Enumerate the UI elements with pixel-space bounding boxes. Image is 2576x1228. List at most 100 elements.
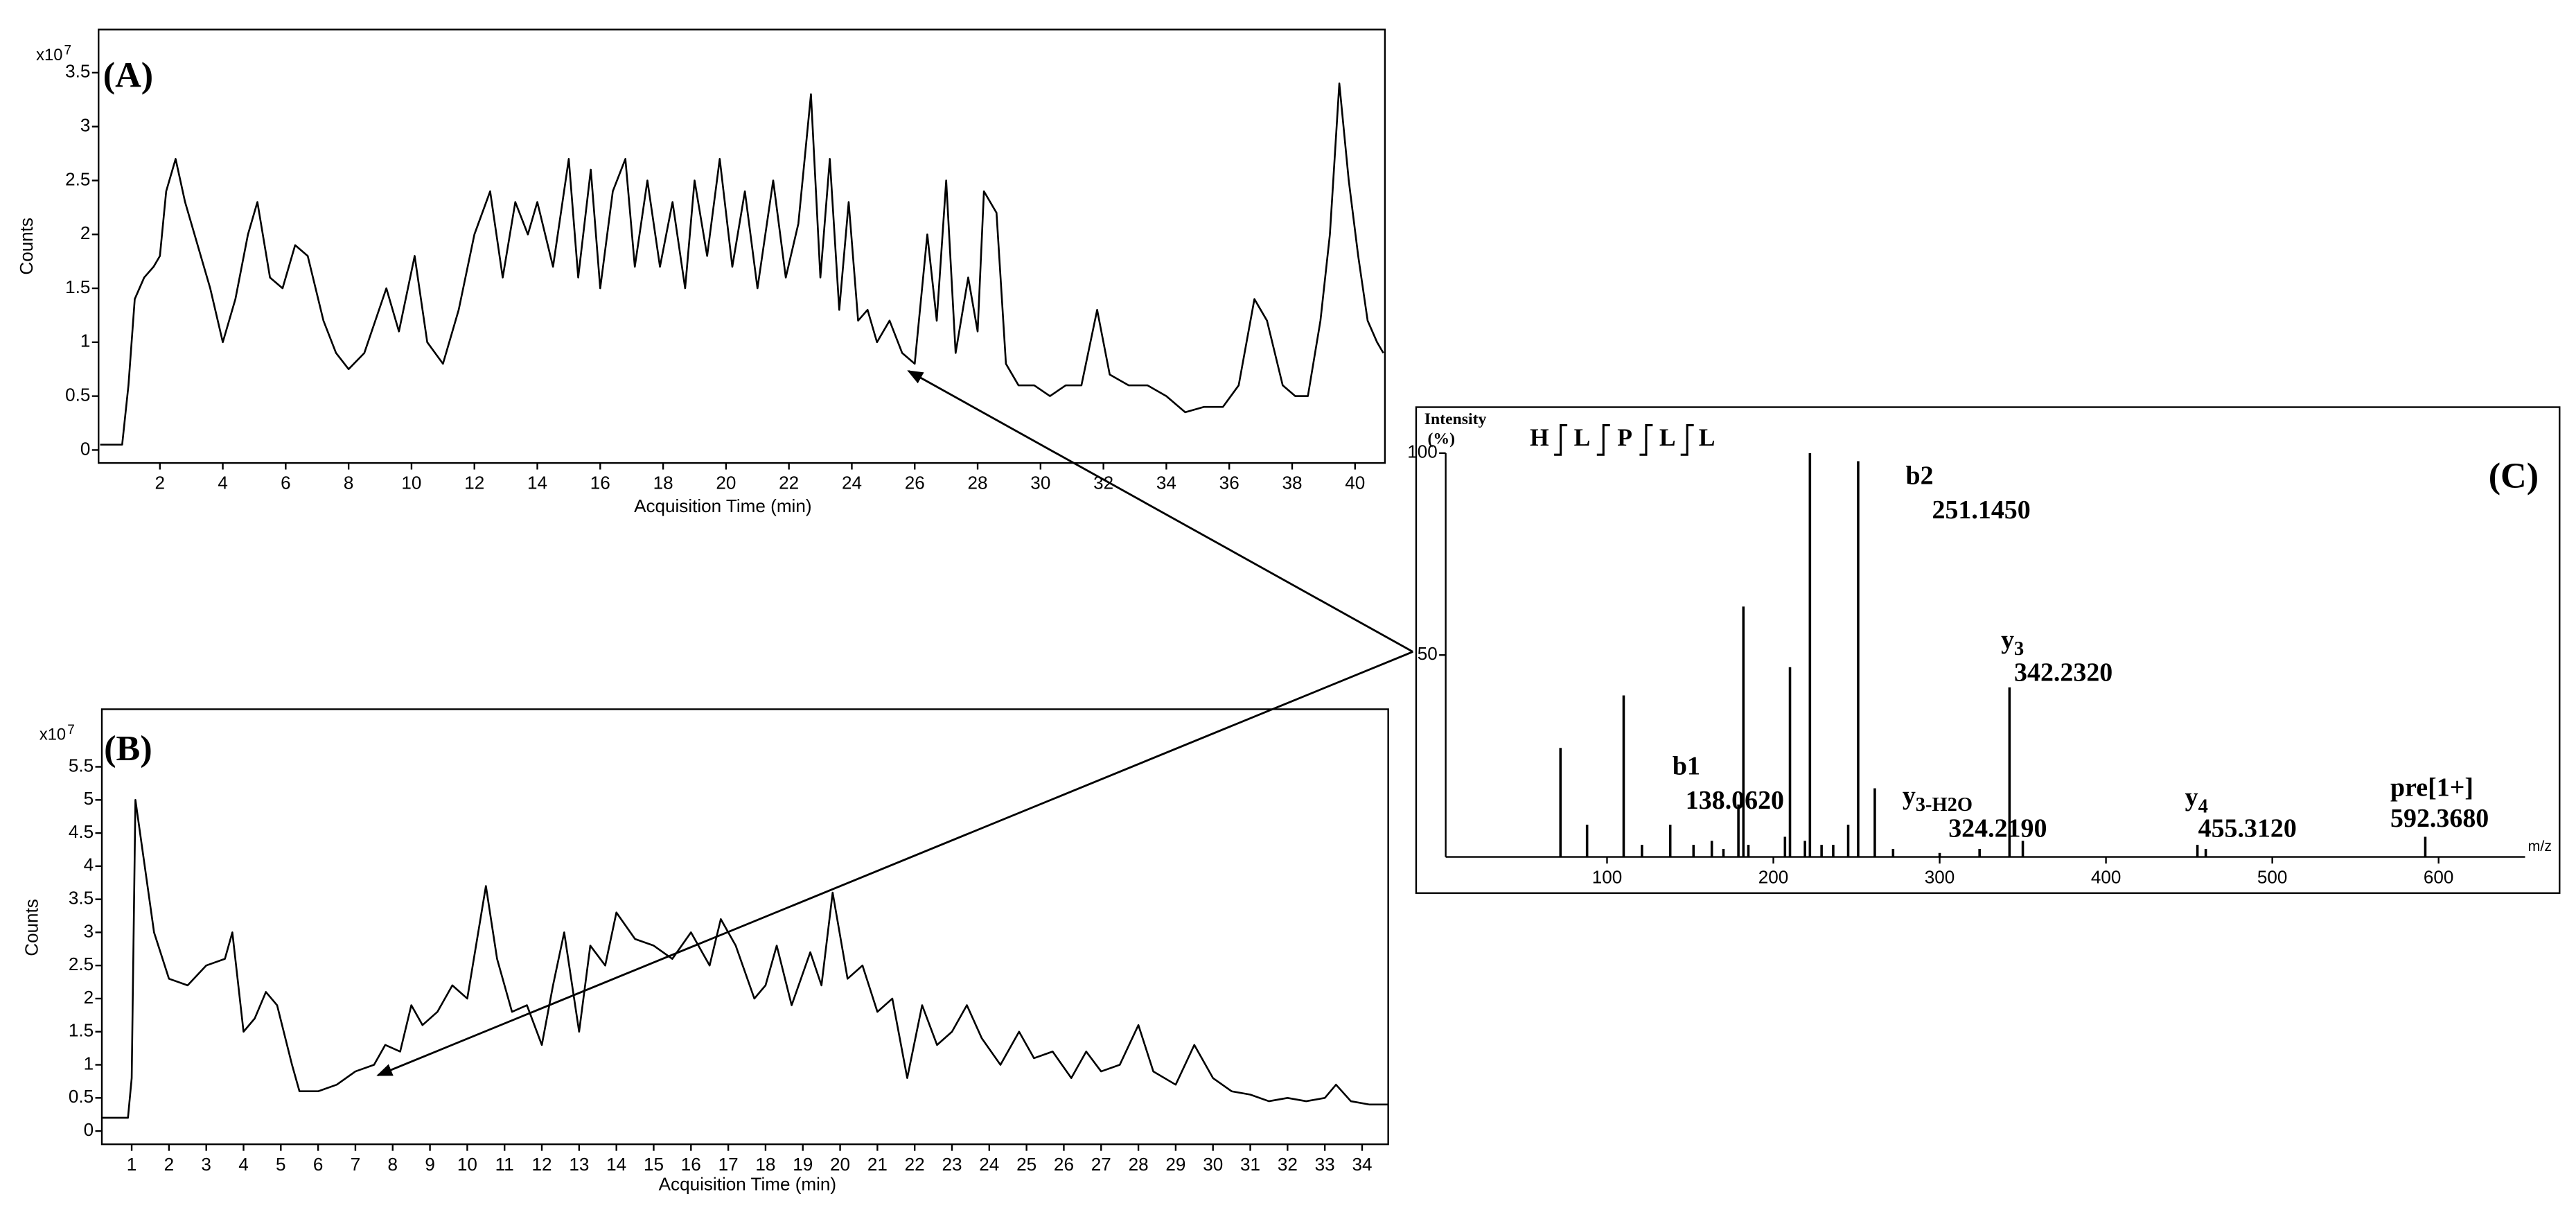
x-tick-label: 10 — [401, 473, 421, 493]
y-tick-label: 0.5 — [65, 384, 90, 405]
x-tick-label: 24 — [979, 1154, 999, 1175]
y-tick-label: 2.5 — [65, 168, 90, 189]
cleavage-mark — [1554, 424, 1568, 456]
residue: P — [1617, 423, 1632, 451]
ion-subscript: 3-H2O — [1916, 794, 1973, 816]
y-tick-label: 0.5 — [69, 1086, 94, 1107]
x-tick-label: 3 — [201, 1154, 211, 1175]
x-tick-label: 34 — [1156, 473, 1176, 493]
y-tick-label: 2 — [80, 222, 91, 243]
x-tick-label: 19 — [793, 1154, 813, 1175]
ion-label: pre[1+] — [2390, 773, 2473, 802]
x-tick-label: 10 — [457, 1154, 477, 1175]
x-tick-label: 34 — [1352, 1154, 1372, 1175]
ion-mass: 138.0620 — [1686, 786, 1784, 815]
x-axis-title: Acquisition Time (min) — [634, 495, 811, 516]
frame — [100, 708, 1389, 1146]
x-tick-label: 40 — [1345, 473, 1365, 493]
y-tick-label: 1.5 — [65, 277, 90, 297]
y-tick-label: 100 — [1407, 441, 1438, 462]
x-tick-label: 27 — [1091, 1154, 1111, 1175]
x-tick-label: 5 — [276, 1154, 286, 1175]
x-tick-label: 8 — [344, 473, 354, 493]
frame — [98, 28, 1386, 464]
panel-label: (A) — [103, 56, 153, 96]
y-tick-label: 1 — [80, 331, 91, 351]
y-axis-title: Counts — [16, 218, 37, 275]
ion-label: y3-H2O — [1903, 781, 1973, 816]
arrow — [376, 651, 1413, 1076]
residue: L — [1699, 423, 1715, 451]
x-tick-label: 15 — [644, 1154, 664, 1175]
x-tick-label: 4 — [238, 1154, 249, 1175]
x-tick-label: 1 — [127, 1154, 137, 1175]
x-tick-label: 300 — [1925, 866, 1955, 887]
ion-mass: 324.2190 — [1948, 814, 2047, 843]
y-tick-label: 3 — [80, 115, 91, 136]
y-exponent: 7 — [67, 723, 75, 737]
x-tick-label: 12 — [532, 1154, 552, 1175]
ion-mass: 342.2320 — [2014, 658, 2112, 687]
panel-label: (B) — [104, 729, 152, 769]
x-tick-label: 22 — [779, 473, 799, 493]
y-tick-label: 0 — [84, 1119, 94, 1140]
y-axis-title: Intensity — [1424, 410, 1487, 428]
ion-mass: 455.3120 — [2198, 814, 2297, 843]
x-tick-label: 20 — [716, 473, 736, 493]
y-tick-label: 5.5 — [69, 755, 94, 775]
x-tick-label: 32 — [1278, 1154, 1298, 1175]
ion-label: y4 — [2185, 782, 2208, 817]
x-tick-label: 4 — [218, 473, 228, 493]
x-tick-label: 24 — [842, 473, 862, 493]
x-axis-title: m/z — [2528, 838, 2552, 854]
y-tick-label: 4 — [84, 854, 94, 875]
x-tick-label: 600 — [2424, 866, 2454, 887]
y-tick-label: 2.5 — [69, 954, 94, 974]
x-tick-label: 32 — [1093, 473, 1113, 493]
y-tick-label: 3.5 — [69, 888, 94, 909]
ion-mass: 592.3680 — [2390, 804, 2489, 833]
x-tick-label: 28 — [968, 473, 988, 493]
residue: L — [1574, 423, 1591, 451]
y-axis-unit: (%) — [1428, 430, 1455, 448]
y-multiplier: x10 — [39, 726, 66, 744]
ion-label: b2 — [1906, 461, 1934, 490]
x-tick-label: 26 — [905, 473, 925, 493]
ion-name: y — [1903, 781, 1916, 810]
x-tick-label: 36 — [1219, 473, 1240, 493]
y-tick-label: 0 — [80, 438, 91, 459]
ion-label: b1 — [1673, 751, 1700, 780]
x-tick-label: 17 — [718, 1154, 739, 1175]
cleavage-mark — [1596, 424, 1610, 456]
x-tick-label: 11 — [495, 1154, 514, 1175]
x-tick-label: 30 — [1030, 473, 1050, 493]
y-tick-label: 1.5 — [69, 1020, 94, 1041]
arrow — [907, 370, 1413, 653]
x-tick-label: 14 — [527, 473, 547, 493]
x-tick-label: 2 — [155, 473, 166, 493]
x-tick-label: 8 — [388, 1154, 398, 1175]
residue: L — [1659, 423, 1676, 451]
ion-subscript: 3 — [2014, 638, 2024, 660]
panel-label: (C) — [2489, 457, 2539, 496]
y-tick-label: 2 — [84, 987, 94, 1008]
x-tick-label: 29 — [1165, 1154, 1185, 1175]
x-tick-label: 20 — [830, 1154, 850, 1175]
y-tick-label: 50 — [1418, 643, 1438, 664]
x-tick-label: 100 — [1592, 866, 1623, 887]
y-tick-label: 5 — [84, 788, 94, 809]
cleavage-mark — [1680, 424, 1694, 456]
ion-name: b1 — [1673, 751, 1700, 780]
y-exponent: 7 — [64, 43, 71, 58]
ion-name: b2 — [1906, 461, 1934, 490]
x-tick-label: 12 — [464, 473, 484, 493]
chromatogram-line — [102, 799, 1388, 1119]
x-tick-label: 6 — [313, 1154, 324, 1175]
ion-label: y3 — [2001, 625, 2024, 660]
x-tick-label: 2 — [164, 1154, 175, 1175]
x-tick-label: 38 — [1282, 473, 1302, 493]
x-tick-label: 13 — [569, 1154, 589, 1175]
x-tick-label: 7 — [351, 1154, 361, 1175]
x-tick-label: 25 — [1016, 1154, 1036, 1175]
